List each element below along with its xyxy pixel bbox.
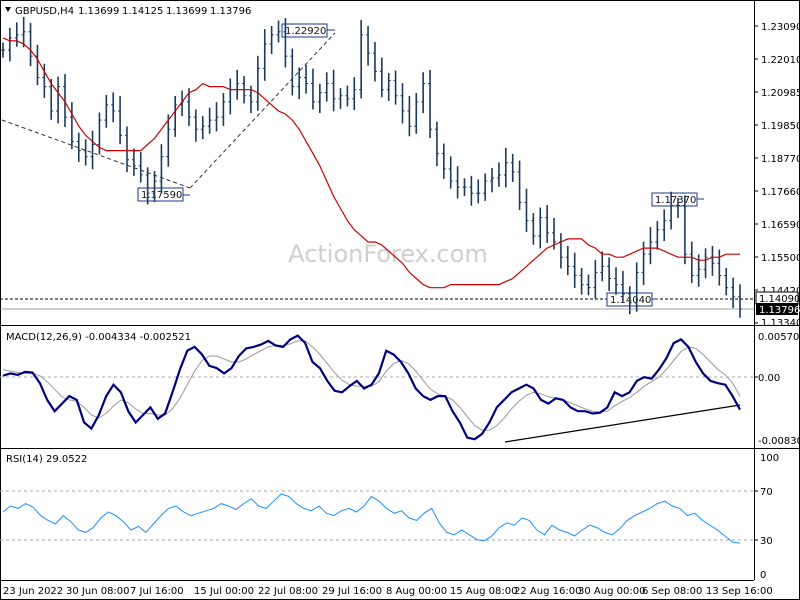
price-tick: 1.23090 (761, 22, 800, 33)
trendline-dashed-upper (189, 32, 336, 189)
annotation-high-1: 1.22920 (281, 23, 335, 38)
rsi-tick: 0 (760, 570, 766, 581)
time-label: 23 Jun 2022 (3, 586, 63, 597)
price-tick: 1.17660 (761, 187, 800, 198)
price-axis: 1.23090 1.22010 1.20985 1.19850 1.18770 … (754, 22, 800, 329)
annotation-label: 1.14040 (610, 295, 651, 306)
current-price-label: 1.13796 (759, 305, 800, 316)
price-series-group (1, 16, 742, 318)
ohlc-open: 1.13699 (78, 6, 119, 17)
time-label: 7 Jul 16:00 (130, 586, 184, 597)
time-label: 8 Aug 00:00 (386, 586, 447, 597)
time-label: 22 Aug 16:00 (514, 586, 581, 597)
macd-tick: 0.005708 (758, 332, 800, 343)
price-tick: 1.20985 (761, 88, 800, 99)
time-label: 30 Jun 08:00 (66, 586, 130, 597)
macd-title: MACD(12,26,9) -0.004334 -0.002521 (6, 332, 191, 343)
time-label: 29 Jul 16:00 (322, 586, 382, 597)
macd-axis: 0.005708 0.00 -0.008308 (754, 332, 800, 447)
rsi-tick: 30 (760, 536, 773, 547)
annotation-label: 1.22920 (285, 26, 326, 37)
annotation-high-2: 1.17370 (651, 192, 704, 207)
price-tick: 1.15500 (761, 253, 800, 264)
time-label: 22 Jul 08:00 (258, 586, 318, 597)
dropdown-triangle-icon[interactable] (5, 7, 11, 12)
price-tick: 1.18770 (761, 154, 800, 165)
price-tick: 1.19850 (761, 121, 800, 132)
macd-trendline (504, 404, 741, 443)
rsi-tick: 100 (760, 453, 779, 464)
watermark: ActionForex.com (288, 240, 488, 268)
price-tick: 1.16590 (761, 220, 800, 231)
time-label: 13 Sep 16:00 (706, 586, 773, 597)
annotation-low-1: 1.17590 (137, 187, 190, 202)
macd-series-group (2, 334, 741, 441)
current-price-box (756, 303, 798, 315)
ohlc-low: 1.13699 (166, 6, 207, 17)
annotation-low-2: 1.14040 (606, 292, 658, 307)
macd-line (2, 334, 741, 441)
rsi-series-group (2, 493, 741, 544)
ohlc-high: 1.14125 (122, 6, 163, 17)
rsi-line (2, 493, 741, 544)
price-tick: 1.13340 (761, 318, 800, 329)
time-label: 15 Jul 00:00 (194, 586, 254, 597)
moving-average-group (2, 37, 740, 289)
time-axis: 23 Jun 2022 30 Jun 08:00 7 Jul 16:00 15 … (3, 586, 773, 597)
ohlc-close: 1.13796 (210, 6, 251, 17)
annotation-label: 1.17590 (141, 190, 182, 201)
rsi-title: RSI(14) 29.0522 (6, 454, 87, 465)
support-price-label: 1.14090 (759, 294, 800, 305)
macd-tick: -0.008308 (758, 436, 800, 447)
macd-tick: 0.00 (758, 373, 780, 384)
time-label: 30 Aug 00:00 (578, 586, 645, 597)
moving-average-line (2, 37, 740, 289)
trendline-dashed-lower (1, 119, 191, 189)
time-label: 15 Aug 08:00 (450, 586, 517, 597)
price-tick: 1.22010 (761, 55, 800, 66)
annotation-label: 1.17370 (655, 195, 696, 206)
symbol-label: GBPUSD,H4 (15, 6, 74, 17)
rsi-axis: 100 70 30 0 (754, 453, 779, 581)
time-label: 6 Sep 08:00 (642, 586, 702, 597)
rsi-tick: 70 (760, 487, 773, 498)
